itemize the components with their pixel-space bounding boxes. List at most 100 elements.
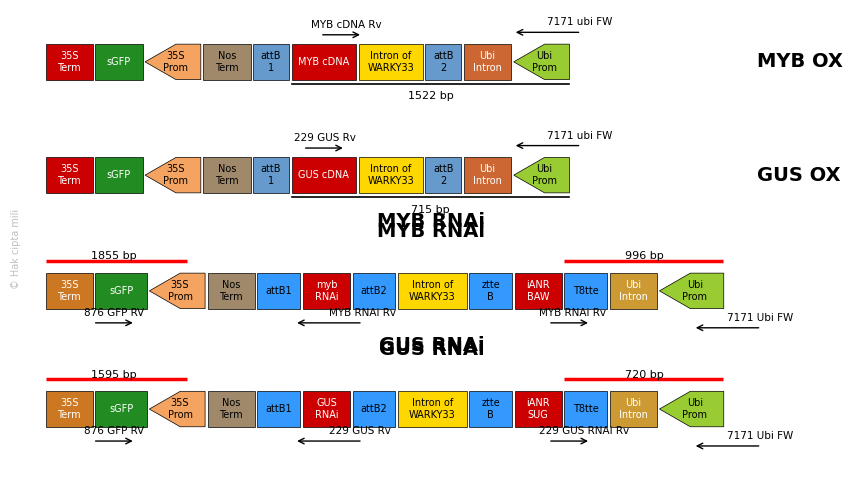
FancyBboxPatch shape [253,157,289,193]
Text: MYB RNAi: MYB RNAi [378,222,485,241]
Text: ztte
B: ztte B [481,398,500,420]
Text: 35S
Term: 35S Term [57,51,81,73]
Text: MYB cDNA: MYB cDNA [299,57,350,67]
Text: 35S
Prom: 35S Prom [163,51,188,73]
Text: attB
2: attB 2 [433,164,454,186]
Text: 229 GUS RNAi Rv: 229 GUS RNAi Rv [539,426,629,436]
Text: Ubi
Prom: Ubi Prom [682,280,707,302]
FancyBboxPatch shape [469,391,512,427]
Text: Ubi
Intron: Ubi Intron [473,51,502,73]
Text: sGFP: sGFP [109,404,133,414]
Text: Intron of
WARKY33: Intron of WARKY33 [367,51,414,73]
FancyBboxPatch shape [303,391,350,427]
Polygon shape [514,44,569,80]
Text: Ubi
Prom: Ubi Prom [682,398,707,420]
Text: sGFP: sGFP [109,286,133,296]
Text: 35S
Prom: 35S Prom [168,280,193,302]
FancyBboxPatch shape [258,391,300,427]
Text: Intron of
WARKY33: Intron of WARKY33 [409,280,456,302]
Text: 720 bp: 720 bp [625,370,663,379]
Text: GUS RNAi: GUS RNAi [378,341,484,360]
FancyBboxPatch shape [292,44,356,80]
Text: attB
2: attB 2 [433,51,454,73]
FancyBboxPatch shape [564,273,608,309]
Text: attB2: attB2 [360,404,387,414]
Polygon shape [149,391,205,427]
FancyBboxPatch shape [425,157,462,193]
FancyBboxPatch shape [258,273,300,309]
Text: Intron of
WARKY33: Intron of WARKY33 [367,164,414,186]
FancyBboxPatch shape [352,273,396,309]
Text: T8tte: T8tte [573,286,599,296]
FancyBboxPatch shape [564,391,608,427]
FancyBboxPatch shape [95,44,142,80]
Text: iANR
SUG: iANR SUG [526,398,550,420]
FancyBboxPatch shape [95,157,142,193]
FancyBboxPatch shape [398,391,467,427]
Text: Ubi
Intron: Ubi Intron [619,398,648,420]
Text: attB1: attB1 [266,286,293,296]
FancyBboxPatch shape [203,157,251,193]
Polygon shape [660,391,724,427]
Text: 7171 ubi FW: 7171 ubi FW [547,17,613,27]
FancyBboxPatch shape [253,44,289,80]
Text: T8tte: T8tte [573,404,599,414]
Text: Nos
Term: Nos Term [220,398,243,420]
FancyBboxPatch shape [292,157,356,193]
Text: Ubi
Prom: Ubi Prom [532,164,557,186]
Text: attB
1: attB 1 [261,164,281,186]
Text: GUS RNAi: GUS RNAi [378,336,484,355]
Text: GUS OX: GUS OX [757,166,841,185]
Text: 876 GFP RV: 876 GFP RV [84,426,144,436]
FancyBboxPatch shape [303,273,350,309]
FancyBboxPatch shape [46,391,93,427]
FancyBboxPatch shape [46,44,93,80]
Text: 35S
Prom: 35S Prom [163,164,188,186]
Text: 229 GUS Rv: 229 GUS Rv [294,133,356,143]
Text: Intron of
WARKY33: Intron of WARKY33 [409,398,456,420]
FancyBboxPatch shape [515,391,562,427]
Text: 996 bp: 996 bp [625,251,663,261]
FancyBboxPatch shape [352,391,396,427]
Text: 229 GUS Rv: 229 GUS Rv [329,426,391,436]
Text: GUS
RNAi: GUS RNAi [314,398,339,420]
Text: MYB OX: MYB OX [757,52,843,71]
Text: MYB RNAi: MYB RNAi [378,213,485,232]
Text: © Hak cipta mili: © Hak cipta mili [11,209,22,289]
FancyBboxPatch shape [469,273,512,309]
FancyBboxPatch shape [95,273,147,309]
Text: 7171 ubi FW: 7171 ubi FW [547,130,613,140]
FancyBboxPatch shape [464,157,511,193]
FancyBboxPatch shape [358,157,423,193]
Text: 715 bp: 715 bp [411,205,450,215]
FancyBboxPatch shape [358,44,423,80]
Polygon shape [660,273,724,309]
FancyBboxPatch shape [609,391,657,427]
FancyBboxPatch shape [398,273,467,309]
Text: GUS cDNA: GUS cDNA [299,170,349,180]
Polygon shape [145,44,201,80]
FancyBboxPatch shape [207,391,255,427]
Text: iANR
BAW: iANR BAW [526,280,550,302]
Text: 35S
Term: 35S Term [57,280,81,302]
Text: 7171 Ubi FW: 7171 Ubi FW [727,431,793,441]
Text: 876 GFP RV: 876 GFP RV [84,308,144,318]
Polygon shape [514,157,569,193]
Text: 35S
Prom: 35S Prom [168,398,193,420]
Text: ztte
B: ztte B [481,280,500,302]
Text: myb
RNAi: myb RNAi [314,280,339,302]
Text: 35S
Term: 35S Term [57,398,81,420]
FancyBboxPatch shape [95,391,147,427]
Text: Ubi
Intron: Ubi Intron [473,164,502,186]
Text: Nos
Term: Nos Term [220,280,243,302]
Text: Nos
Term: Nos Term [215,164,239,186]
Text: MYB RNAi Rv: MYB RNAi Rv [329,308,396,318]
FancyBboxPatch shape [515,273,562,309]
Text: MYB RNAi Rv: MYB RNAi Rv [539,308,607,318]
FancyBboxPatch shape [425,44,462,80]
Text: 1522 bp: 1522 bp [408,92,453,102]
Text: 1855 bp: 1855 bp [91,251,137,261]
Text: sGFP: sGFP [107,170,131,180]
FancyBboxPatch shape [609,273,657,309]
Text: 7171 Ubi FW: 7171 Ubi FW [727,313,793,323]
